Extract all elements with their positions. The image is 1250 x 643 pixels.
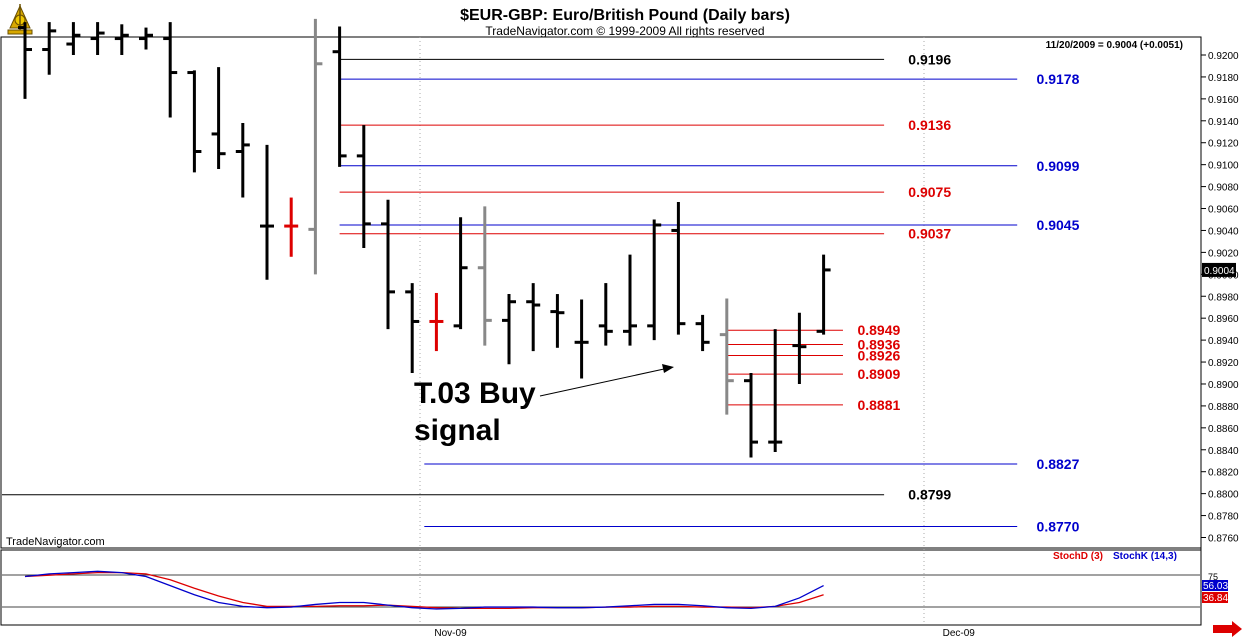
ohlc-bar [526,283,541,352]
y-tick-label: 0.9080 [1208,183,1239,194]
y-tick-label: 0.9100 [1208,161,1239,172]
y-tick-label: 0.8960 [1208,314,1239,325]
last-quote: 11/20/2009 = 0.9004 (+0.0051) [1046,40,1183,51]
level-label: 0.8770 [1037,519,1080,535]
ohlc-bar [647,219,662,341]
level-label: 0.9099 [1037,158,1080,174]
y-tick-label: 0.9140 [1208,117,1239,128]
y-tick-label: 0.8940 [1208,336,1239,347]
ohlc-bar [187,70,202,173]
stoch-d-value: 36.84 [1203,593,1228,604]
level-label: 0.8949 [857,322,900,338]
y-tick-label: 0.9200 [1208,51,1239,62]
y-tick-label: 0.9040 [1208,226,1239,237]
level-label: 0.9037 [908,226,951,242]
y-tick-label: 0.8780 [1208,512,1239,523]
right-arrow-icon[interactable] [1213,621,1242,637]
y-tick-label: 0.9180 [1208,73,1239,84]
stoch-k-value: 56.03 [1203,581,1228,592]
ohlc-bar [405,283,420,374]
ohlc-bar [381,199,395,330]
y-tick-label: 0.8760 [1208,534,1239,545]
ohlc-bar [695,314,710,352]
x-tick-label: Nov-09 [434,628,467,639]
ohlc-bar [502,294,516,365]
ohlc-bar [235,122,250,198]
ohlc-bar [356,125,371,248]
annotation-arrow-line [539,368,665,397]
level-label: 0.9196 [908,51,951,67]
price-bars [18,18,831,458]
stoch-value-boxes: 56.03 36.84 [1202,580,1228,604]
y-tick-label: 0.8860 [1208,424,1239,435]
ohlc-bar [66,22,81,55]
ohlc-bar [671,201,686,335]
level-label: 0.9075 [908,184,951,200]
ohlc-bar [574,299,589,379]
level-label: 0.8909 [857,366,900,382]
ohlc-bar [477,206,492,346]
y-tick-label: 0.8820 [1208,468,1239,479]
level-label: 0.8881 [857,397,900,413]
x-tick-label: Dec-09 [943,628,976,639]
annotation-line1: T.03 Buy [414,377,536,410]
y-tick-label: 0.9020 [1208,248,1239,259]
ohlc-bar [18,22,32,99]
last-price-label: 0.9004 [1204,266,1235,277]
y-tick-label: 0.8880 [1208,402,1239,413]
ohlc-bar [114,24,129,55]
level-label: 0.9178 [1037,71,1080,87]
ohlc-bar [453,217,468,330]
ohlc-bar [284,197,299,257]
ohlc-bar [744,373,758,458]
chart-title: $EUR-GBP: Euro/British Pound (Daily bars… [460,7,790,24]
level-label: 0.9136 [908,117,951,133]
ohlc-bar [139,27,153,50]
ohlc-bar [332,26,347,167]
arrow-head-icon [662,364,674,373]
x-axis: Nov-09 Dec-09 [434,628,975,639]
ohlc-bar [308,18,323,275]
ohlc-bar [163,22,178,118]
ohlc-bar [719,298,734,415]
y-tick-label: 0.9160 [1208,95,1239,106]
ohlc-bar [211,67,226,170]
level-label: 0.8799 [908,487,951,503]
legend-stoch-d: StochD (3) [1053,551,1103,562]
level-label: 0.8827 [1037,456,1080,472]
annotation-line2: signal [414,414,501,447]
y-tick-label: 0.8980 [1208,292,1239,303]
watermark: TradeNavigator.com [6,536,105,548]
ohlc-bar [816,254,831,335]
ohlc-bar [429,292,444,352]
ohlc-bar [42,22,57,75]
ohlc-bar [598,283,613,346]
stoch-series-line [24,570,824,610]
ohlc-bar [623,254,637,346]
legend-stoch-k: StochK (14,3) [1113,551,1177,562]
level-label: 0.8936 [857,337,900,353]
ohlc-bar [792,312,807,384]
level-label: 0.8926 [857,347,900,363]
y-tick-label: 0.9060 [1208,205,1239,216]
stochastic-panel [0,549,1202,626]
ohlc-bar [90,22,105,55]
buy-signal-annotation: T.03 Buy signal [414,364,674,447]
stochastic-lines [2,570,1200,610]
ohlc-bar [550,294,565,348]
ohlc-bar [260,144,274,280]
copyright-text: TradeNavigator.com © 1999-2009 All right… [485,24,764,38]
y-tick-label: 0.8840 [1208,446,1239,457]
stoch-tick-75: 75 [1208,572,1218,582]
ohlc-bar [768,329,783,452]
y-tick-label: 0.8920 [1208,358,1239,369]
stoch-series-line [24,571,824,609]
last-price-box: 0.9004 [1202,262,1236,277]
y-tick-label: 0.8900 [1208,380,1239,391]
price-panel [0,36,1202,549]
level-label: 0.9045 [1037,217,1080,233]
y-tick-label: 0.9120 [1208,139,1239,150]
y-tick-label: 0.8800 [1208,490,1239,501]
